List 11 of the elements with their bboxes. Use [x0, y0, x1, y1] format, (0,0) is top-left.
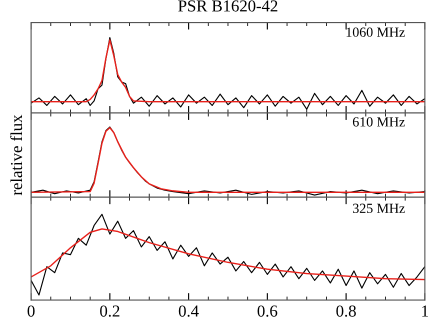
text: 325 MHz: [352, 204, 405, 214]
x-tick-label: 0.2: [100, 305, 120, 317]
y-axis-title: relative flux: [10, 114, 22, 196]
text: 610 MHz: [352, 117, 405, 127]
x-tick-label: 1: [422, 306, 428, 317]
chart-title: PSR B1620-42: [178, 0, 278, 12]
x-tick-label: 0.6: [258, 305, 278, 317]
text: 1060 MHz: [346, 27, 405, 37]
x-tick-label: 0.4: [178, 305, 199, 317]
x-tick-label: 0: [28, 305, 35, 317]
x-tick-label: 0.8: [336, 305, 356, 317]
